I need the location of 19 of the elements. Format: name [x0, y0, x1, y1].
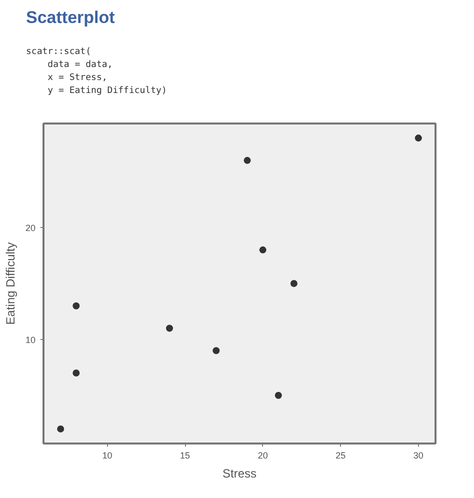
- point: [290, 280, 298, 287]
- x-axis-title: Stress: [222, 466, 257, 480]
- x-tick-label: 10: [102, 450, 112, 460]
- point: [72, 302, 80, 310]
- y-axis-title: Eating Difficulty: [3, 242, 18, 325]
- text: scatr::scat( data = data, x = Stress, y = Eating Difficulty): [26, 46, 167, 98]
- point: [414, 134, 422, 142]
- point: [166, 324, 173, 332]
- x-tick-label: 30: [413, 450, 424, 460]
- x-tick-label: 20: [258, 450, 268, 460]
- point: [57, 425, 64, 432]
- point: [274, 392, 282, 399]
- chart-title: Scatterplot: [26, 7, 115, 29]
- x-tick-label: 15: [180, 450, 190, 460]
- point: [72, 370, 80, 377]
- x-tick-label: 25: [336, 450, 346, 460]
- point: [244, 156, 251, 164]
- point: [212, 347, 220, 354]
- point: [259, 246, 266, 254]
